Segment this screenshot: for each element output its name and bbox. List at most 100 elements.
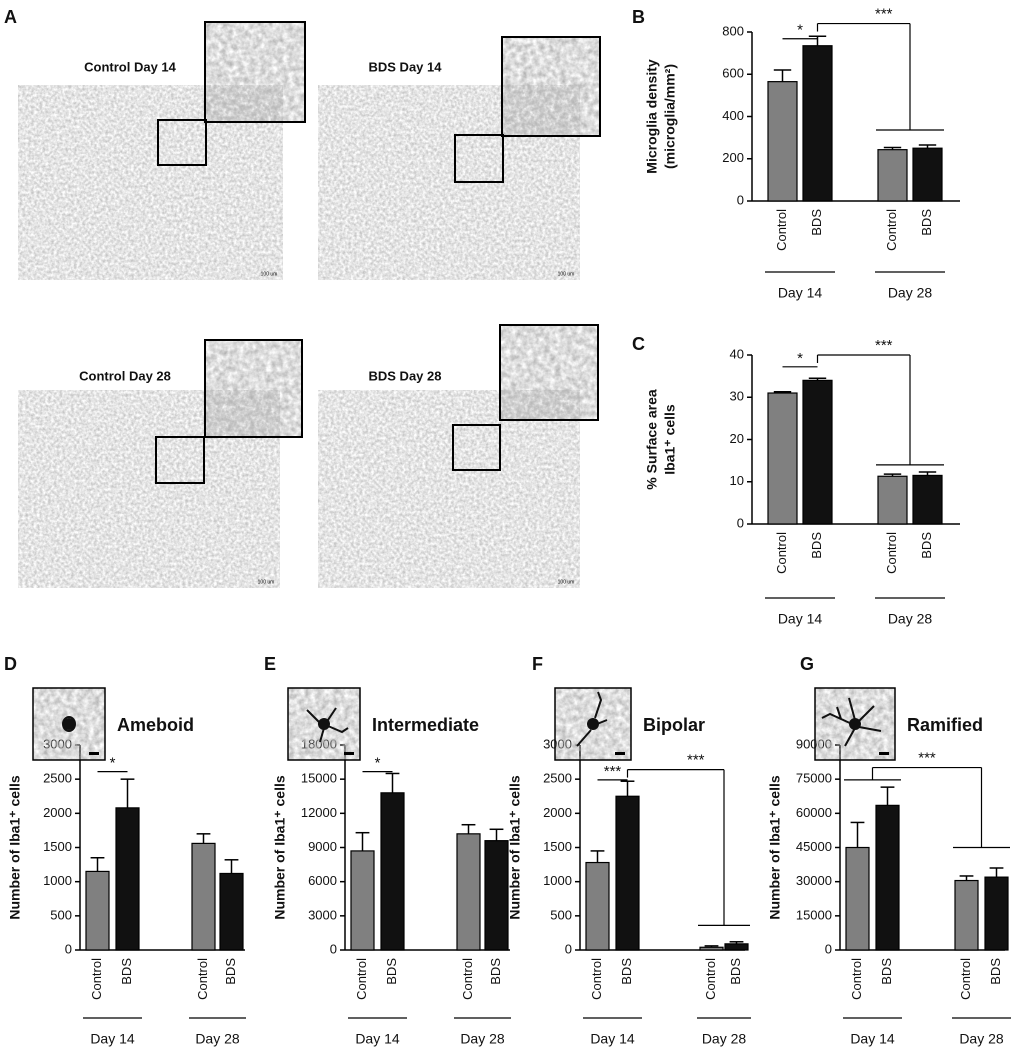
scale-bar	[615, 752, 625, 755]
y-tick-label: 0	[65, 941, 72, 956]
x-tick-label: BDS	[919, 209, 934, 236]
inset-image	[205, 340, 302, 437]
inset-image	[205, 22, 305, 122]
y-tick-label: 0	[330, 941, 337, 956]
bar	[877, 149, 908, 202]
bar	[115, 807, 140, 951]
cell-image-frame	[32, 687, 106, 761]
bar	[875, 804, 900, 951]
bar	[767, 392, 798, 525]
cell-type-label: Ameboid	[117, 715, 194, 735]
bar	[802, 379, 833, 525]
y-tick-label: 800	[722, 23, 744, 38]
x-tick-label: BDS	[809, 532, 824, 559]
inset-frame	[499, 324, 599, 421]
group-label: Day 14	[590, 1031, 635, 1047]
group-label: Day 28	[888, 611, 933, 627]
y-tick-label: 15000	[301, 771, 337, 786]
y-tick-label: 9000	[308, 839, 337, 854]
x-tick-label: Control	[589, 958, 604, 1000]
y-axis-label: Number of Iba1⁺ cells	[272, 775, 288, 920]
significance-label: ***	[875, 337, 893, 354]
error-bar	[808, 377, 827, 381]
panel-letter: E	[264, 654, 276, 674]
cell-image-frame	[287, 687, 361, 761]
inset-image	[500, 325, 598, 420]
y-tick-label: 0	[825, 941, 832, 956]
bar	[585, 861, 610, 951]
cell-body	[63, 718, 75, 730]
group-label: Day 28	[959, 1031, 1004, 1047]
scale-bar-label: 100 um	[558, 579, 575, 585]
group-label: Day 14	[90, 1031, 135, 1047]
panel-letter: D	[4, 654, 17, 674]
x-tick-label: BDS	[488, 958, 503, 985]
inset-frame	[204, 339, 303, 438]
cell-type-label: Intermediate	[372, 715, 479, 735]
y-axis-label: Number of Iba1⁺ cells	[507, 775, 523, 920]
x-tick-label: BDS	[384, 958, 399, 985]
y-axis-label: % Surface area	[644, 389, 660, 490]
cell-body	[318, 718, 330, 730]
error-bar	[620, 780, 635, 797]
significance-label: ***	[604, 763, 622, 780]
inset-region	[454, 134, 504, 183]
cell-type-label: Ramified	[907, 715, 983, 735]
panel-a: A	[4, 7, 17, 27]
scale-bar	[89, 752, 99, 755]
y-axis-label: Number of Iba1⁺ cells	[7, 775, 23, 920]
y-axis-label: Number of Iba1⁺ cells	[767, 775, 783, 920]
y-tick-label: 0	[565, 941, 572, 956]
error-bar	[989, 867, 1004, 878]
x-tick-label: Control	[89, 958, 104, 1000]
y-tick-label: 2000	[43, 805, 72, 820]
y-tick-label: 0	[737, 515, 744, 530]
y-tick-label: 60000	[796, 805, 832, 820]
scale-bar	[344, 752, 354, 755]
x-tick-label: Control	[460, 958, 475, 1000]
bar	[984, 876, 1009, 951]
cell-body	[849, 718, 861, 730]
error-bar	[355, 831, 370, 851]
error-bar	[729, 941, 744, 944]
x-tick-label: Control	[774, 209, 789, 251]
cell-processes	[821, 697, 882, 747]
bar	[219, 872, 244, 951]
significance-label: ***	[875, 6, 893, 23]
group-label: Day 28	[195, 1031, 240, 1047]
image-label: Control Day 28	[79, 368, 171, 383]
scale-bar-label: 100 um	[261, 271, 278, 277]
y-tick-label: 12000	[301, 805, 337, 820]
error-bar	[489, 828, 504, 841]
group-label: Day 28	[460, 1031, 505, 1047]
x-tick-label: BDS	[119, 958, 134, 985]
x-tick-label: Control	[195, 958, 210, 1000]
y-tick-label: 0	[737, 192, 744, 207]
x-tick-label: Control	[703, 958, 718, 1000]
y-tick-label: 20	[730, 431, 744, 446]
significance-label: ***	[918, 750, 936, 767]
y-tick-label: 2500	[43, 771, 72, 786]
error-bar	[918, 144, 937, 149]
x-tick-label: Control	[884, 532, 899, 574]
chart: B 0 200 400 600 800 Microglia density (microgli…	[632, 6, 960, 301]
y-axis-label: Iba1⁺ cells	[662, 404, 678, 475]
x-tick-label: Control	[354, 958, 369, 1000]
chart: E0300060009000120001500018000Number of I…	[264, 654, 511, 1047]
x-tick-label: BDS	[919, 532, 934, 559]
significance-label: *	[797, 350, 803, 367]
panel-letter: F	[532, 654, 543, 674]
group-label: Day 14	[850, 1031, 895, 1047]
bar	[802, 45, 833, 202]
image-label: BDS Day 14	[369, 59, 443, 74]
group-label: Day 14	[355, 1031, 400, 1047]
error-bar	[808, 35, 827, 46]
inset-frame	[501, 36, 601, 137]
error-bar	[461, 823, 476, 834]
x-tick-label: Control	[774, 532, 789, 574]
chart: D050010001500200025003000Number of Iba1⁺…	[4, 654, 246, 1047]
panel-letter: C	[632, 334, 645, 354]
y-tick-label: 400	[722, 108, 744, 123]
